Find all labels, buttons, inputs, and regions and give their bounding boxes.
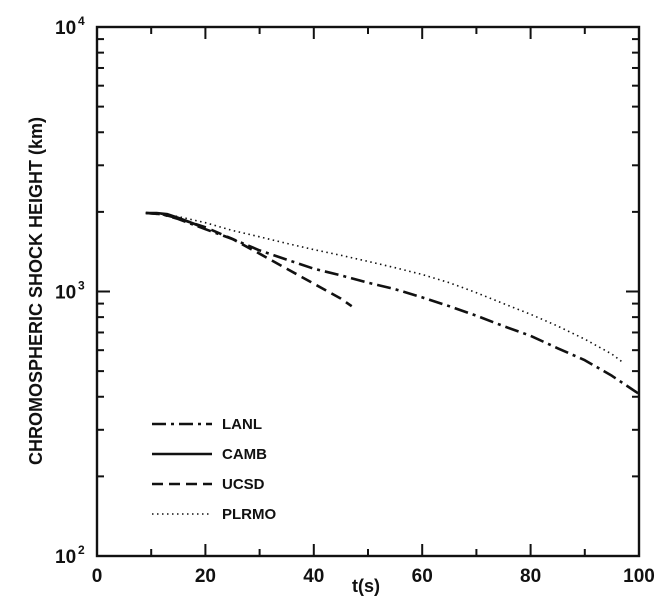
- plot-frame: [95, 25, 641, 558]
- y-tick-exponent: 2: [78, 543, 85, 557]
- legend-label-camb: CAMB: [222, 446, 267, 463]
- x-axis-title: t(s): [352, 576, 380, 596]
- axis-ticks: [96, 27, 640, 557]
- y-tick-exponent: 3: [78, 279, 85, 293]
- x-tick-labels: 0 20 40 60 80 100: [92, 566, 655, 587]
- series-line-plrmo: [145, 212, 624, 363]
- y-tick-label: 10 2: [55, 543, 85, 568]
- series-line-lanl: [145, 211, 640, 395]
- series-lines: [145, 211, 640, 395]
- x-tick-label: 40: [303, 566, 324, 587]
- y-tick-label: 10 3: [55, 279, 85, 304]
- y-tick-base: 10: [55, 547, 76, 568]
- y-tick-base: 10: [55, 18, 76, 39]
- legend-label-plrmo: PLRMO: [222, 506, 276, 523]
- series-line-ucsd: [145, 211, 353, 308]
- x-tick-label: 20: [195, 566, 216, 587]
- x-tick-label: 60: [412, 566, 433, 587]
- legend-label-ucsd: UCSD: [222, 476, 265, 493]
- x-tick-label: 80: [520, 566, 541, 587]
- x-tick-label: 0: [92, 566, 103, 587]
- x-tick-label: 100: [623, 566, 655, 587]
- legend: LANL CAMB UCSD PLRMO: [152, 416, 276, 523]
- y-tick-exponent: 4: [78, 14, 85, 28]
- y-tick-label: 10 4: [55, 14, 85, 39]
- y-axis-title: CHROMOSPHERIC SHOCK HEIGHT (km): [26, 117, 46, 465]
- y-tick-base: 10: [55, 283, 76, 304]
- legend-label-lanl: LANL: [222, 416, 262, 433]
